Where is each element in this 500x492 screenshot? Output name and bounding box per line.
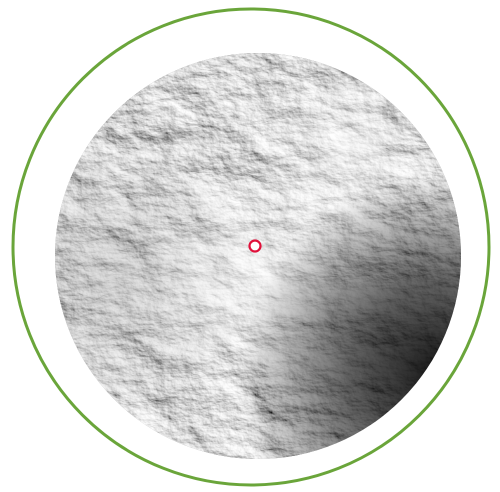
terrain-disk [55, 53, 461, 459]
range-ring [11, 7, 491, 487]
observer-point-icon[interactable] [248, 239, 262, 253]
